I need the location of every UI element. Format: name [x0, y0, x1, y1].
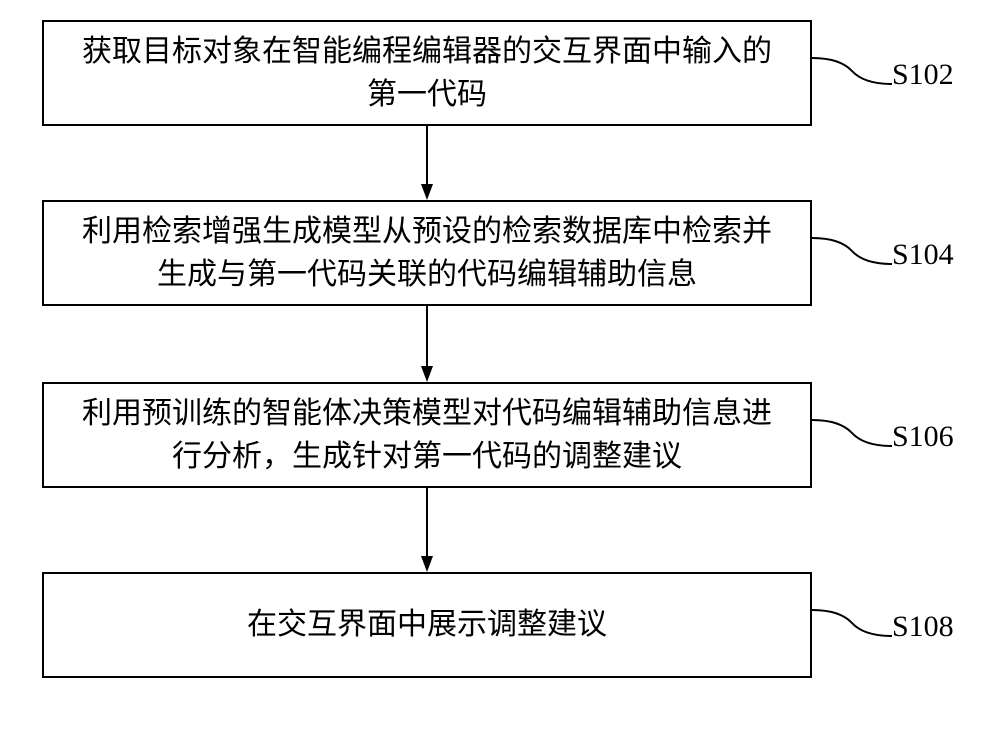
step-box-s108: 在交互界面中展示调整建议	[42, 572, 812, 678]
step-text: 在交互界面中展示调整建议	[247, 603, 607, 647]
step-label-s106: S106	[892, 420, 954, 454]
arrow-s104-s106	[419, 306, 435, 382]
step-box-s104: 利用检索增强生成模型从预设的检索数据库中检索并生成与第一代码关联的代码编辑辅助信…	[42, 200, 812, 306]
step-label-text: S102	[892, 58, 954, 91]
connector-s102	[812, 50, 892, 92]
flowchart-canvas: 获取目标对象在智能编程编辑器的交互界面中输入的第一代码 S102 利用检索增强生…	[0, 0, 1000, 734]
step-label-text: S104	[892, 238, 954, 271]
arrow-s106-s108	[419, 488, 435, 572]
connector-s106	[812, 412, 892, 454]
step-label-s102: S102	[892, 58, 954, 92]
arrow-s102-s104	[419, 126, 435, 200]
step-label-text: S108	[892, 610, 954, 643]
connector-s104	[812, 230, 892, 272]
step-text: 获取目标对象在智能编程编辑器的交互界面中输入的第一代码	[82, 30, 772, 117]
step-box-s102: 获取目标对象在智能编程编辑器的交互界面中输入的第一代码	[42, 20, 812, 126]
connector-s108	[812, 602, 892, 644]
step-box-s106: 利用预训练的智能体决策模型对代码编辑辅助信息进行分析，生成针对第一代码的调整建议	[42, 382, 812, 488]
step-text: 利用预训练的智能体决策模型对代码编辑辅助信息进行分析，生成针对第一代码的调整建议	[82, 392, 772, 479]
step-label-s108: S108	[892, 610, 954, 644]
step-label-text: S106	[892, 420, 954, 453]
step-label-s104: S104	[892, 238, 954, 272]
step-text: 利用检索增强生成模型从预设的检索数据库中检索并生成与第一代码关联的代码编辑辅助信…	[82, 210, 772, 297]
